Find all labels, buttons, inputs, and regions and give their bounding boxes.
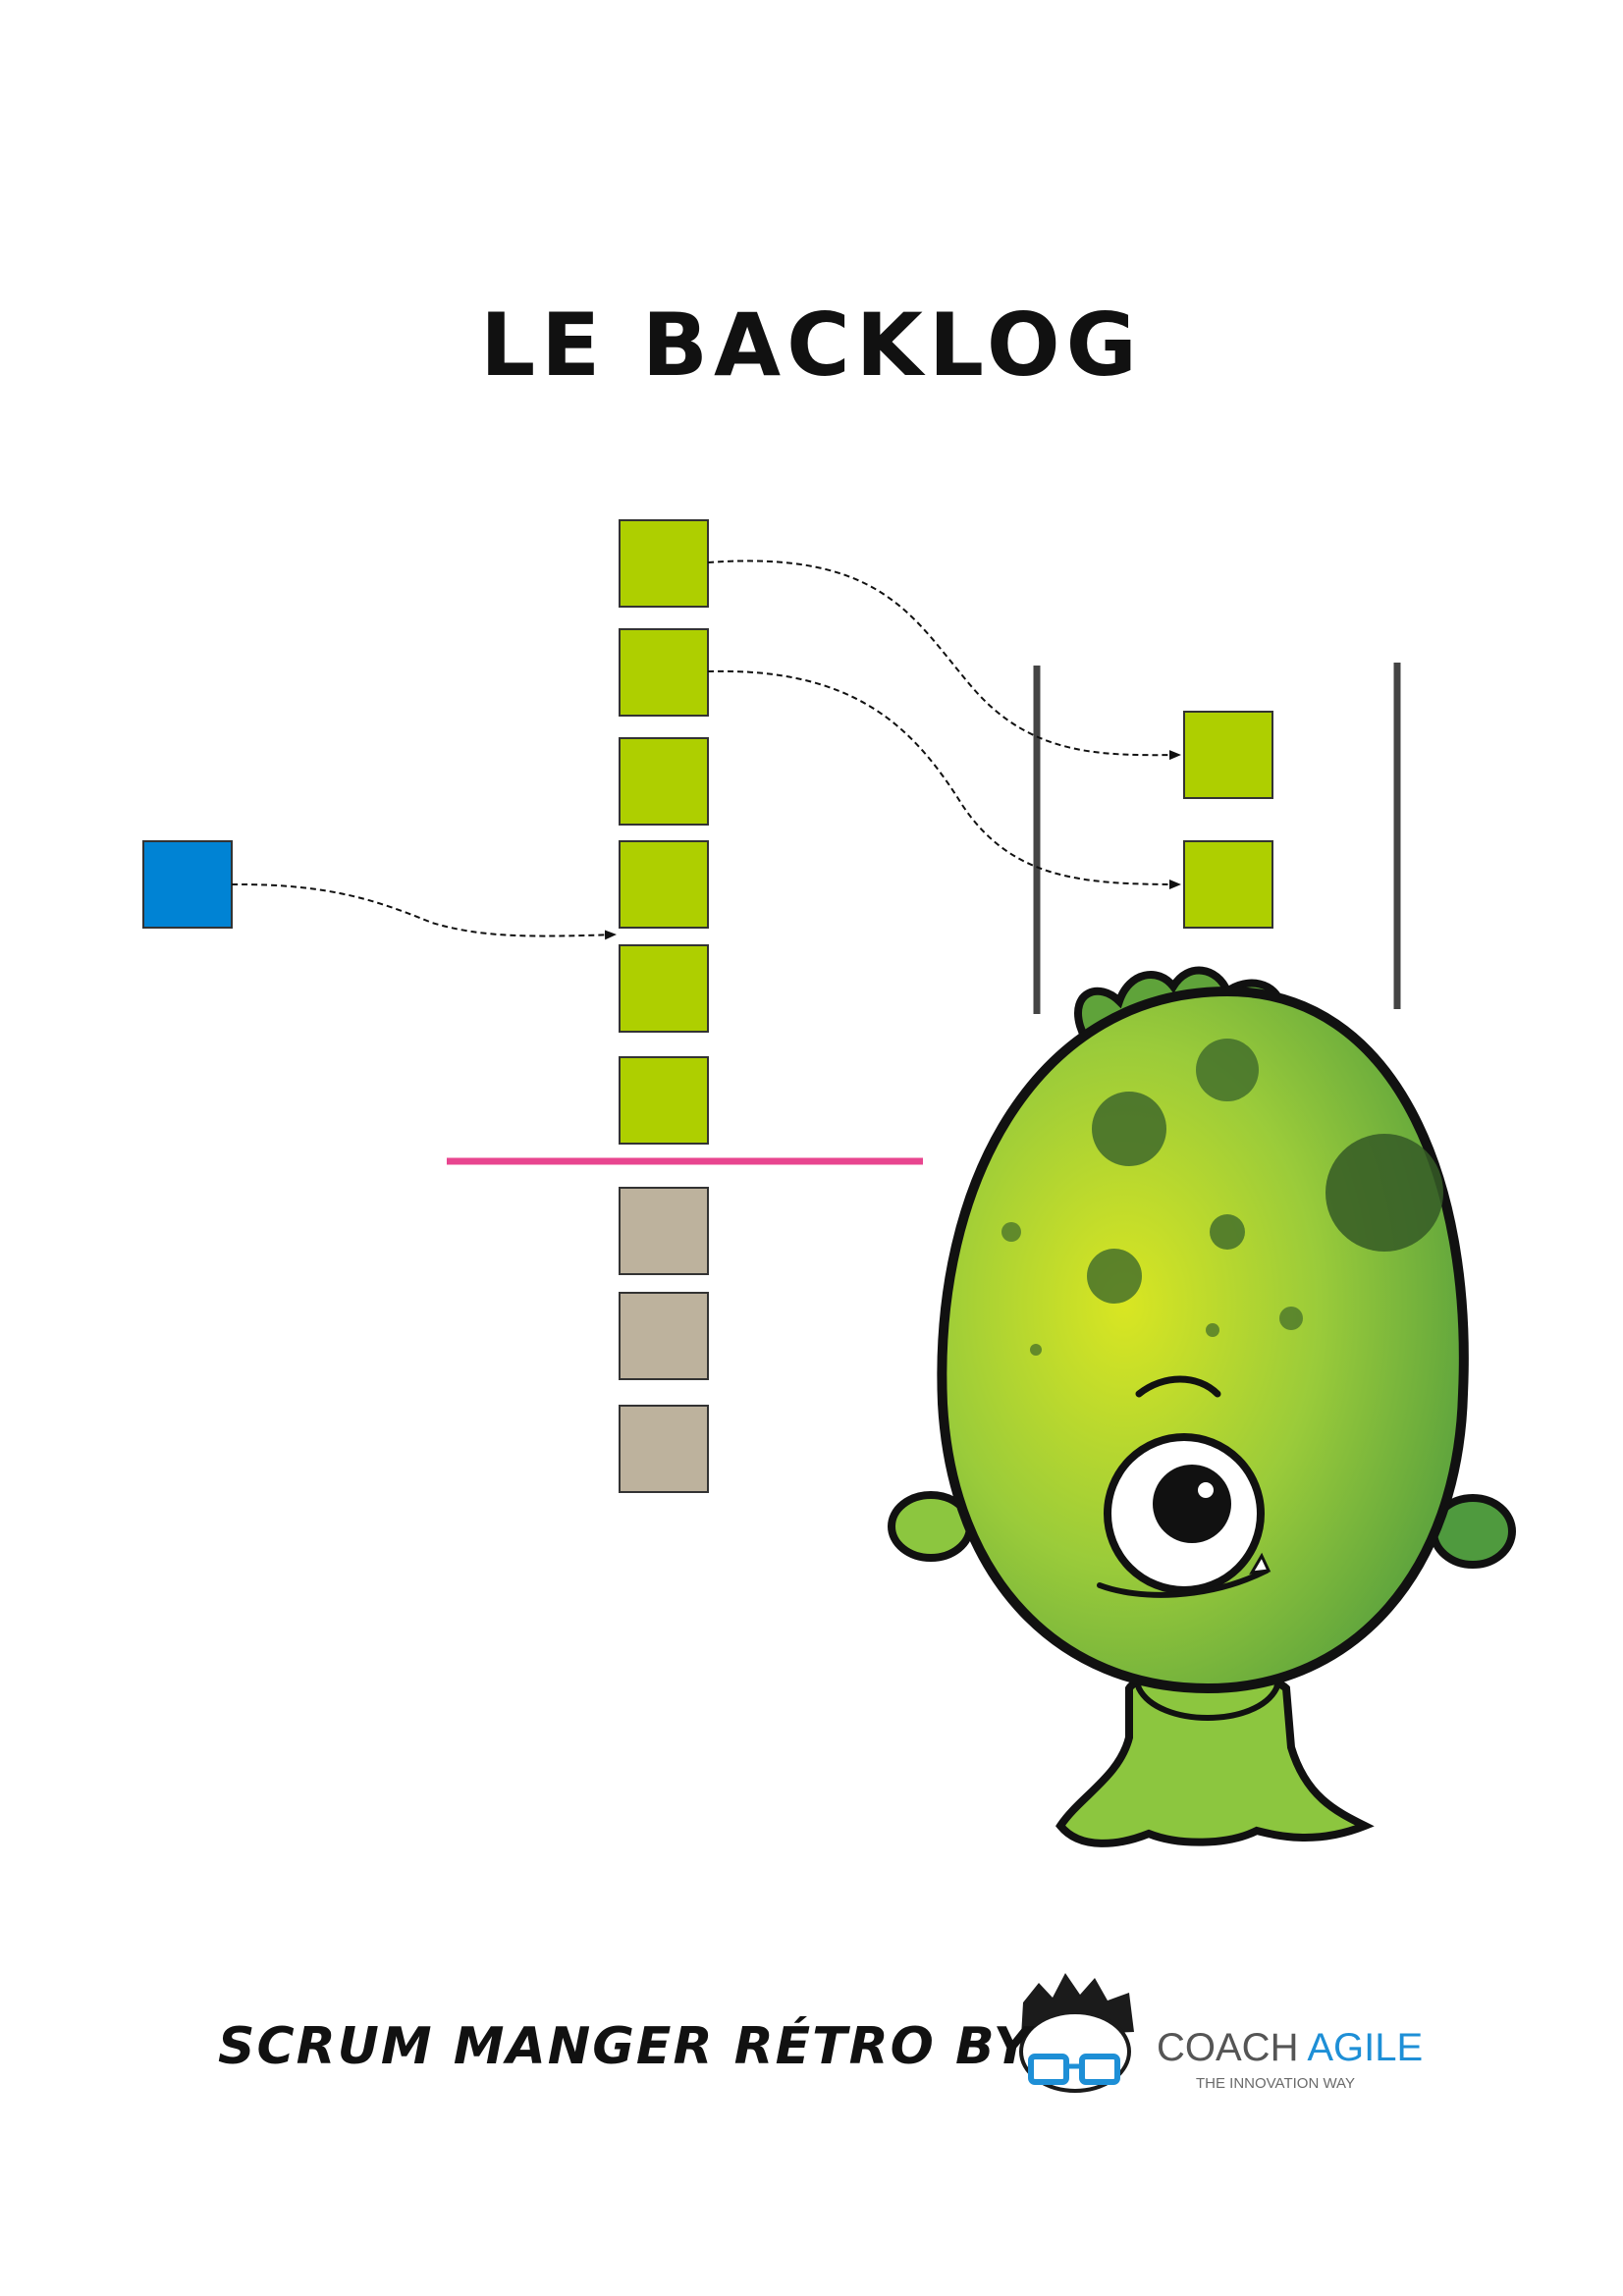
backlog-item-unrefined — [619, 1292, 709, 1380]
one-eyed-monster-icon — [888, 966, 1516, 1847]
backlog-item-ready — [619, 519, 709, 608]
arrow-new-item-to-backlog — [231, 882, 617, 940]
backlog-item-unrefined — [619, 1405, 709, 1493]
backlog-item-ready — [619, 944, 709, 1033]
sprint-item — [1183, 711, 1273, 799]
new-backlog-item — [142, 840, 233, 929]
coach-agile-logo-icon — [1019, 1973, 1134, 2093]
backlog-item-ready — [619, 840, 709, 929]
arrow-to-sprint-1 — [707, 560, 1181, 761]
footer-caption: SCRUM MANGER RÉTRO BY — [218, 2017, 1033, 2076]
backlog-item-unrefined — [619, 1187, 709, 1275]
backlog-column — [619, 519, 709, 1493]
brand-name-second: AGILE — [1307, 2026, 1424, 2069]
brand-tagline: THE INNOVATION WAY — [1196, 2075, 1355, 2092]
sprint-item — [1183, 840, 1273, 929]
backlog-item-ready — [619, 628, 709, 717]
brand-name-first: COACH — [1157, 2026, 1299, 2069]
backlog-item-ready — [619, 737, 709, 826]
brand-name: COACH AGILE — [1157, 2026, 1423, 2070]
page-title: LE BACKLOG — [480, 294, 1143, 396]
arrow-to-sprint-2 — [707, 669, 1181, 889]
backlog-item-ready — [619, 1056, 709, 1145]
